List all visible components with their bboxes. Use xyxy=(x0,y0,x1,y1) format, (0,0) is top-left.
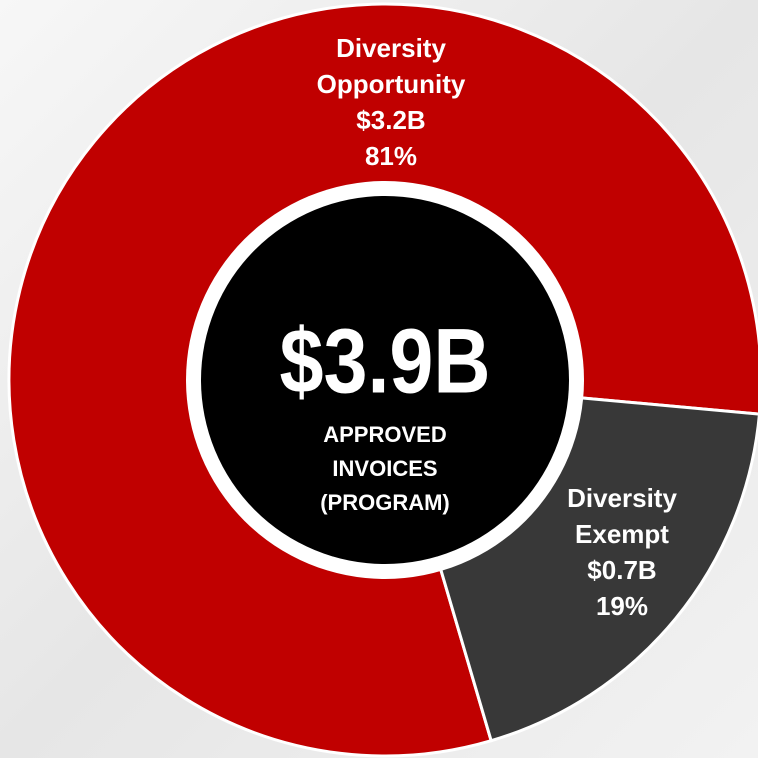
category-label-line: Diversity xyxy=(567,483,677,513)
category-label-line: Diversity xyxy=(336,33,446,63)
center-label-line: (PROGRAM) xyxy=(320,490,450,515)
center-disc xyxy=(201,196,569,564)
category-label-line: Exempt xyxy=(575,519,669,549)
category-label: Diversity Exempt xyxy=(567,483,677,549)
amount-label: $0.7B xyxy=(587,555,656,585)
value-label: 19% xyxy=(596,591,648,621)
category-label: Diversity Opportunity xyxy=(317,33,466,99)
center-label-line: APPROVED xyxy=(323,422,446,447)
center-label: APPROVED INVOICES (PROGRAM) xyxy=(320,422,450,515)
center-value-group: $3.9B xyxy=(279,310,490,413)
center-label-line: INVOICES xyxy=(332,456,437,481)
category-label-line: Opportunity xyxy=(317,69,466,99)
amount-label: $3.2B xyxy=(356,105,425,135)
slices xyxy=(7,2,758,758)
labels: Diversity Opportunity $3.2B 81% Diversity Exe… xyxy=(317,33,678,621)
center-value: $3.9B xyxy=(279,310,490,413)
value-label: 81% xyxy=(365,141,417,171)
